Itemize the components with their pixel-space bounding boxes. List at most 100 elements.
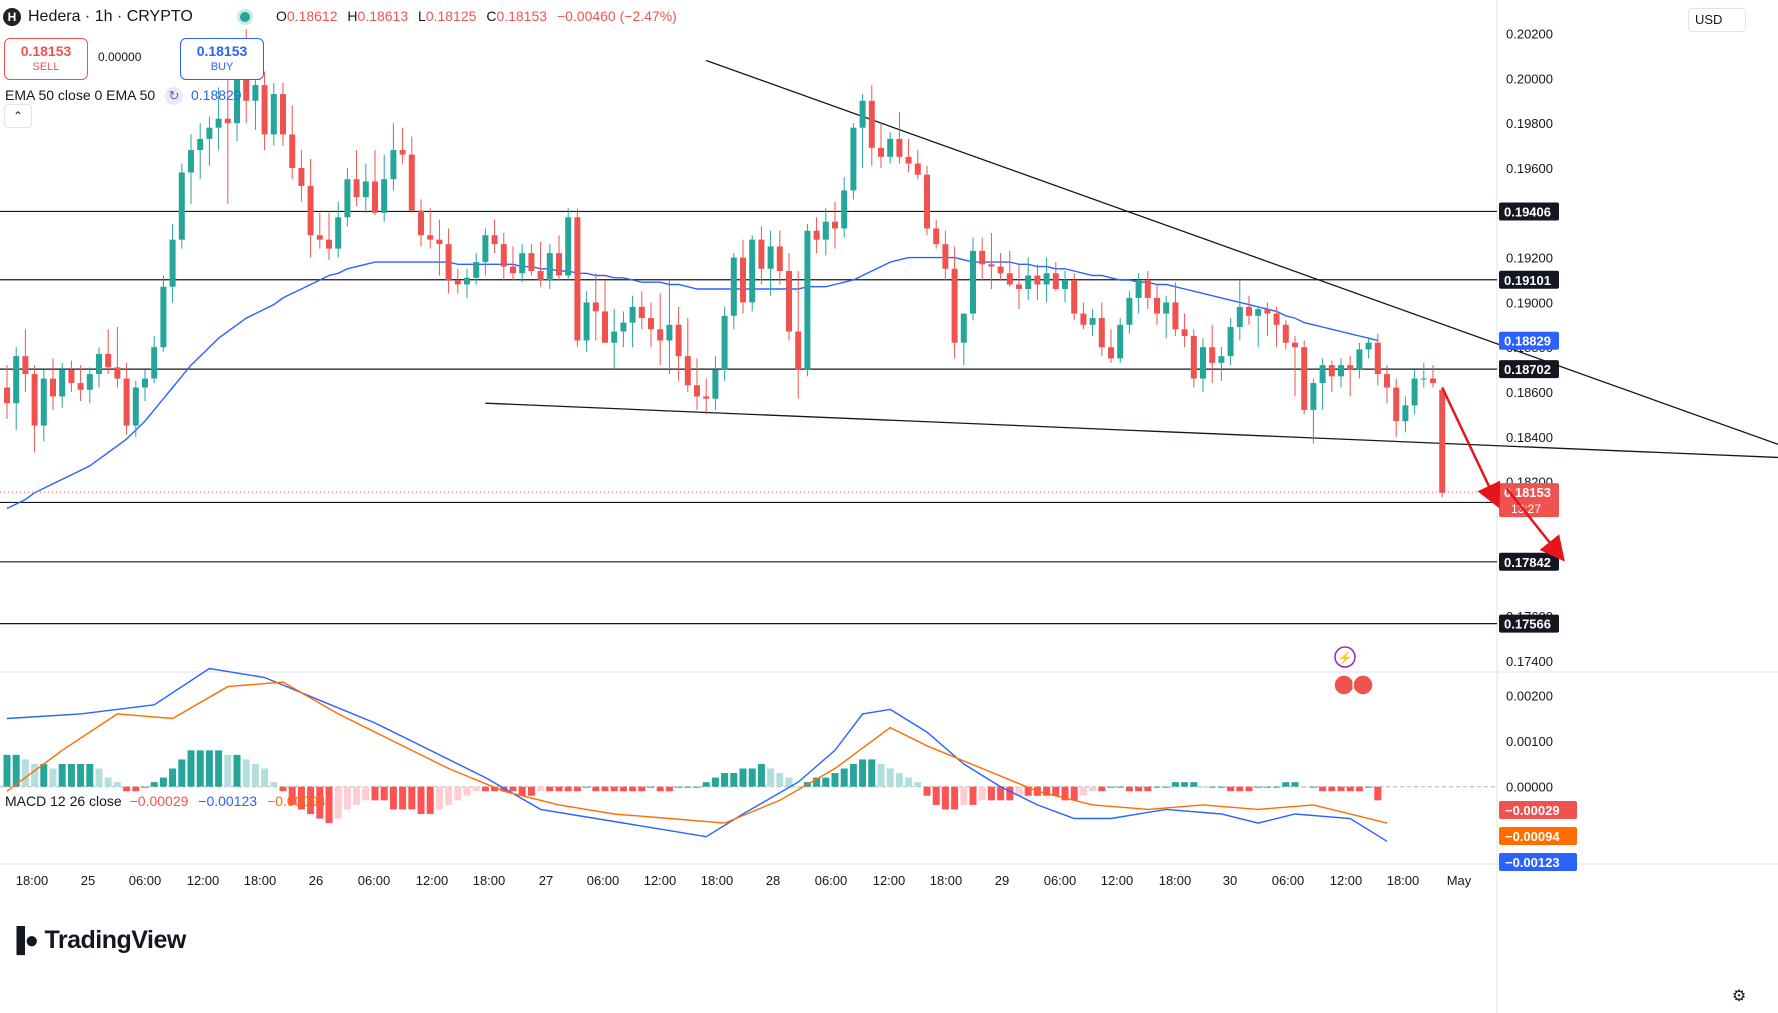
time-tick-label: May <box>1447 873 1472 888</box>
macd-histogram-bar <box>3 754 11 787</box>
price-tick-label: 0.19600 <box>1506 161 1553 176</box>
macd-histogram-bar <box>969 786 977 805</box>
collapse-legend-button[interactable]: ⌃ <box>4 104 32 128</box>
macd-histogram-bar <box>40 763 48 787</box>
macd-histogram-bar <box>426 786 434 814</box>
last-price-tag <box>1499 483 1559 518</box>
macd-histogram-bar <box>886 768 894 787</box>
macd-legend[interactable]: MACD 12 26 close −0.00029 −0.00123 −0.00… <box>5 793 326 809</box>
candle-body <box>924 174 930 229</box>
us-flag-icon <box>1333 674 1355 696</box>
candle-body <box>445 244 452 280</box>
macd-histogram-bar <box>1135 786 1143 792</box>
macd-histogram-bar <box>914 782 922 787</box>
level-price-label: 0.19101 <box>1504 273 1551 288</box>
macd-histogram-bar <box>647 786 655 788</box>
candle-body <box>1273 313 1280 325</box>
candle-body <box>454 280 461 285</box>
candle-body <box>4 387 10 404</box>
candle-body <box>721 315 728 370</box>
macd-histogram-bar <box>868 759 876 787</box>
sell-label: SELL <box>32 61 60 73</box>
candle-body <box>335 217 342 249</box>
macd-histogram-bar <box>399 786 407 810</box>
time-tick-label: 18:00 <box>1159 873 1192 888</box>
level-price-label: 0.17566 <box>1504 617 1551 632</box>
level-price-label: 0.17842 <box>1504 555 1551 570</box>
macd-histogram-bar <box>1282 782 1290 787</box>
candle-body <box>905 156 912 164</box>
candle-body <box>362 181 369 198</box>
close-key: C <box>486 8 497 24</box>
macd-legend-hist: −0.00094 <box>266 793 326 809</box>
symbol-title[interactable]: Hedera · 1h · CRYPTO <box>28 8 193 25</box>
time-tick-label: 06:00 <box>1044 873 1077 888</box>
macd-histogram-bar <box>233 754 241 787</box>
macd-histogram-bar <box>288 786 296 805</box>
macd-histogram-bar <box>757 763 765 787</box>
candle-body <box>813 230 820 240</box>
candle-body <box>878 147 884 157</box>
lightning-event-glyph: ⚡ <box>1338 651 1353 665</box>
macd-histogram-bar <box>123 786 131 792</box>
candle-body <box>96 353 102 375</box>
macd-histogram-bar <box>77 763 85 787</box>
candle-body <box>565 217 572 276</box>
macd-tick-label: 0.00100 <box>1506 734 1553 749</box>
macd-histogram-bar <box>1171 782 1179 787</box>
macd-histogram-bar <box>711 777 719 787</box>
macd-histogram-bar <box>380 786 388 801</box>
macd-histogram-bar <box>1355 786 1363 792</box>
candle-body <box>602 311 608 343</box>
macd-histogram-bar <box>1309 786 1317 788</box>
spread-value: 0.00000 <box>98 50 142 64</box>
us-flag-icon <box>1352 674 1374 696</box>
buy-label: BUY <box>210 61 234 73</box>
candle-body <box>988 264 995 267</box>
candle-body <box>887 138 894 157</box>
macd-histogram-bar <box>472 786 480 792</box>
sell-button[interactable]: 0.18153 SELL <box>4 38 88 80</box>
candle-body <box>1006 273 1013 285</box>
candle-body <box>666 324 673 341</box>
macd-histogram-bar <box>389 786 397 810</box>
candle-body <box>510 266 516 274</box>
currency-selector[interactable]: USD <box>1688 8 1746 32</box>
time-tick-label: 25 <box>81 873 95 888</box>
buy-button[interactable]: 0.18153 BUY <box>180 38 264 80</box>
candle-body <box>491 235 498 245</box>
ema-legend[interactable]: EMA 50 close 0 EMA 50 ↻ 0.18829 <box>5 87 242 106</box>
macd-histogram-bar <box>141 786 149 788</box>
candle-body <box>473 262 480 278</box>
candle-body <box>40 378 47 426</box>
candle-body <box>261 85 268 135</box>
candle-body <box>970 250 976 314</box>
candle-body <box>859 100 866 128</box>
macd-histogram-bar <box>1052 786 1060 796</box>
candle-body <box>528 253 535 272</box>
gear-icon[interactable]: ⚙ <box>1731 988 1747 1005</box>
macd-histogram-bar <box>86 763 94 787</box>
macd-histogram-bar <box>1162 786 1170 788</box>
candle-body <box>500 244 507 267</box>
candle-body <box>1411 378 1418 406</box>
candle-body <box>776 246 783 272</box>
candle-body <box>1200 347 1206 379</box>
macd-histogram-bar <box>215 750 223 787</box>
candle-body <box>1108 347 1114 359</box>
tradingview-logo[interactable]: ▐● TradingView <box>8 926 186 955</box>
macd-histogram-bar <box>1015 786 1023 796</box>
macd-histogram-bar <box>1006 786 1014 801</box>
macd-histogram-bar <box>859 759 867 787</box>
candle-body <box>657 329 664 341</box>
candle-body <box>1264 309 1271 314</box>
macd-histogram-bar <box>1254 786 1262 788</box>
level-price-label: 0.19406 <box>1504 204 1551 219</box>
macd-value-tag <box>1499 801 1577 819</box>
candle-body <box>1393 387 1400 422</box>
refresh-icon[interactable]: ↻ <box>165 87 184 106</box>
candle-body <box>1347 365 1354 370</box>
macd-legend-signal: −0.00123 <box>198 793 258 809</box>
macd-line <box>6 667 1388 842</box>
